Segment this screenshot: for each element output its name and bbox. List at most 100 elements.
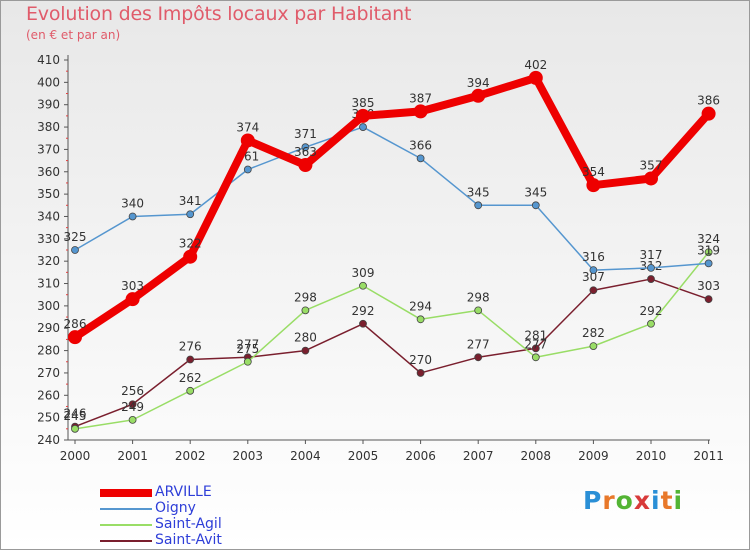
data-label-saint-agil: 298 <box>294 290 317 304</box>
data-label-arville: 402 <box>524 58 547 72</box>
data-label-saint-agil: 282 <box>582 326 605 340</box>
y-tick-label: 320 <box>37 254 60 268</box>
y-tick-label: 410 <box>37 53 60 67</box>
data-label-arville: 286 <box>64 317 87 331</box>
data-label-arville: 394 <box>467 76 490 90</box>
x-tick-label: 2007 <box>463 449 494 463</box>
legend-swatch <box>100 524 152 526</box>
y-tick-label: 240 <box>37 433 60 447</box>
data-label-arville: 385 <box>352 96 375 110</box>
data-point-saint-agil <box>359 281 367 290</box>
legend-swatch <box>100 540 152 542</box>
data-point-saint-agil <box>647 319 655 328</box>
data-label-arville: 357 <box>640 158 663 172</box>
data-point-oigny <box>704 259 713 268</box>
data-point-saint-agil <box>704 248 713 257</box>
data-label-oigny: 316 <box>582 250 605 264</box>
y-tick-label: 280 <box>37 344 60 358</box>
data-label-saint-agil: 292 <box>640 304 663 318</box>
data-label-oigny: 371 <box>294 127 317 141</box>
data-point-oigny <box>531 201 540 210</box>
data-label-arville: 386 <box>697 94 720 108</box>
data-label-oigny: 345 <box>467 185 490 199</box>
data-label-arville: 387 <box>409 91 432 105</box>
data-label-saint-avit: 246 <box>64 407 87 421</box>
data-point-saint-avit <box>359 319 367 328</box>
data-label-saint-agil: 309 <box>352 266 375 280</box>
data-point-saint-agil <box>128 415 137 424</box>
data-point-saint-avit <box>301 346 310 355</box>
data-label-oigny: 317 <box>640 248 663 262</box>
data-point-arville <box>528 70 543 85</box>
y-tick-label: 400 <box>37 75 60 89</box>
y-tick-label: 370 <box>37 142 60 156</box>
logo-letter: r <box>602 486 616 515</box>
x-tick-label: 2011 <box>693 449 724 463</box>
data-label-saint-avit: 256 <box>121 384 144 398</box>
data-label-saint-agil: 275 <box>236 342 259 356</box>
data-point-saint-agil <box>531 353 540 362</box>
legend-swatch <box>100 489 152 497</box>
data-label-arville: 322 <box>179 237 202 251</box>
data-label-saint-avit: 281 <box>524 328 547 342</box>
data-point-oigny <box>186 210 195 219</box>
data-label-oigny: 366 <box>409 138 432 152</box>
data-label-saint-agil: 324 <box>697 232 720 246</box>
data-point-arville <box>240 133 255 148</box>
data-label-oigny: 325 <box>64 230 87 244</box>
y-tick-label: 310 <box>37 277 60 291</box>
logo-letter: o <box>615 486 634 515</box>
y-tick-label: 360 <box>37 165 60 179</box>
logo-letter: P <box>583 486 603 515</box>
data-point-saint-avit <box>474 353 483 362</box>
y-tick-label: 330 <box>37 232 60 246</box>
data-label-saint-avit: 277 <box>236 337 259 351</box>
y-tick-label: 250 <box>37 411 60 425</box>
series-line-saint-agil <box>74 251 710 430</box>
data-point-oigny <box>589 266 598 275</box>
legend-label: Saint-Avit <box>155 532 222 548</box>
data-point-saint-agil <box>186 386 195 395</box>
data-point-saint-avit <box>704 295 713 304</box>
data-label-oigny: 340 <box>121 196 144 210</box>
data-label-arville: 354 <box>582 165 605 179</box>
data-label-saint-agil: 249 <box>121 400 144 414</box>
data-point-arville <box>701 106 716 121</box>
data-point-arville <box>183 249 198 264</box>
legend-label: Saint-Agil <box>155 516 222 532</box>
data-point-arville <box>586 178 601 193</box>
data-point-arville <box>413 104 428 119</box>
series-line-saint-avit <box>74 278 710 428</box>
data-label-oigny: 345 <box>524 185 547 199</box>
logo-letter: t <box>660 486 674 515</box>
data-label-saint-agil: 277 <box>524 337 547 351</box>
data-point-oigny <box>128 212 137 221</box>
legend-swatch <box>100 508 152 510</box>
x-tick-label: 2010 <box>636 449 667 463</box>
x-tick-label: 2003 <box>233 449 264 463</box>
data-label-oigny: 319 <box>697 243 720 257</box>
data-label-saint-avit: 292 <box>352 304 375 318</box>
y-tick-label: 290 <box>37 321 60 335</box>
data-point-oigny <box>474 201 483 210</box>
data-label-saint-avit: 270 <box>409 353 432 367</box>
data-point-oigny <box>416 154 425 163</box>
data-point-saint-avit <box>531 344 540 353</box>
x-tick-label: 2001 <box>117 449 148 463</box>
data-label-arville: 374 <box>236 120 259 134</box>
data-point-oigny <box>647 263 655 272</box>
data-point-arville <box>644 171 658 186</box>
data-point-oigny <box>243 165 252 174</box>
proxiti-logo: Proxiti <box>583 486 683 515</box>
data-point-saint-avit <box>128 400 137 409</box>
y-tick-label: 340 <box>37 209 60 223</box>
data-point-saint-agil <box>589 342 598 351</box>
data-label-saint-agil: 262 <box>179 371 202 385</box>
data-point-arville <box>471 88 486 103</box>
y-tick-label: 390 <box>37 98 60 112</box>
x-tick-label: 2004 <box>290 449 321 463</box>
x-tick-label: 2006 <box>405 449 436 463</box>
data-label-saint-agil: 298 <box>467 290 490 304</box>
data-label-saint-avit: 276 <box>179 340 202 354</box>
